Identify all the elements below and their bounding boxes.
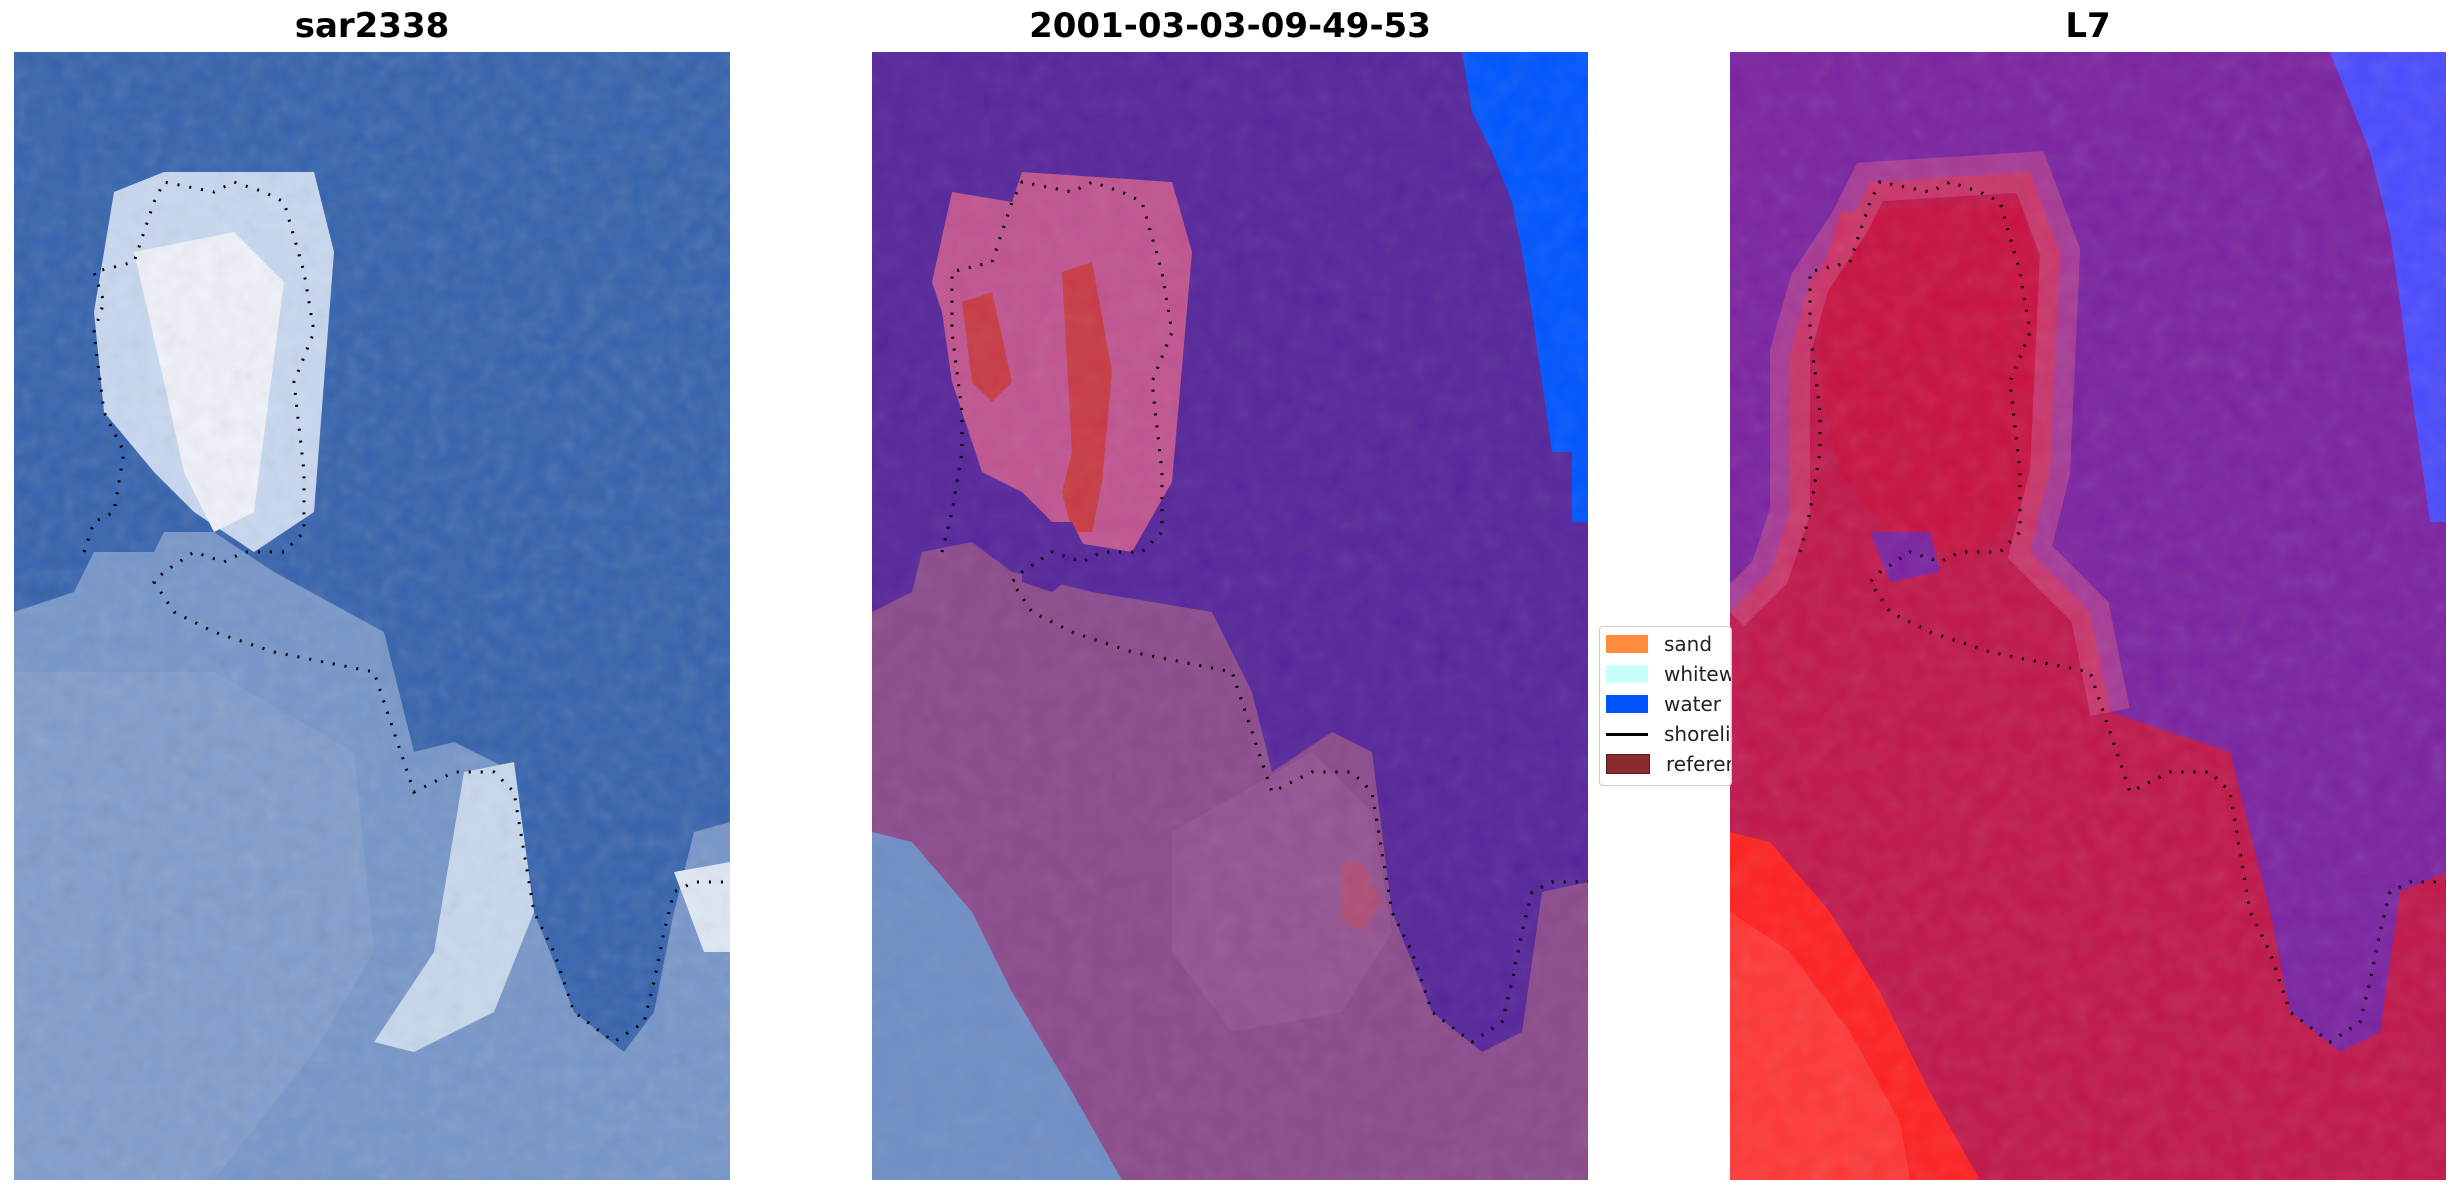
legend-item-sand: sand <box>1606 631 1712 657</box>
legend-item-shoreline: shoreline <box>1606 721 1731 747</box>
legend-label-water: water <box>1664 692 1721 716</box>
panel-title-mndwi: L7 <box>2065 6 2111 46</box>
panel-title-rgb: sar2338 <box>294 6 450 46</box>
panel-title-classification: 2001-03-03-09-49-53 <box>1029 6 1431 46</box>
legend-item-reference-shoreline: reference shoreline <box>1606 751 1731 777</box>
rgb-image <box>14 52 730 1180</box>
panel-classification: 2001-03-03-09-49-53 <box>872 0 1588 1194</box>
mndwi-image <box>1730 52 2446 1180</box>
legend-swatch-sand <box>1606 635 1648 653</box>
legend-label-reference-shoreline: reference shoreline <box>1666 752 1731 776</box>
legend-item-water: water <box>1606 691 1721 717</box>
panel-rgb: sar2338 <box>14 0 730 1194</box>
legend-swatch-reference-shoreline <box>1606 754 1650 774</box>
panel-mndwi: L7 <box>1730 0 2446 1194</box>
legend-swatch-whitewater <box>1606 665 1648 683</box>
classification-image <box>872 52 1588 1180</box>
legend-swatch-water <box>1606 695 1648 713</box>
legend-swatch-shoreline <box>1606 732 1648 736</box>
legend-label-sand: sand <box>1664 632 1713 656</box>
legend-label-shoreline: shoreline <box>1664 722 1731 746</box>
